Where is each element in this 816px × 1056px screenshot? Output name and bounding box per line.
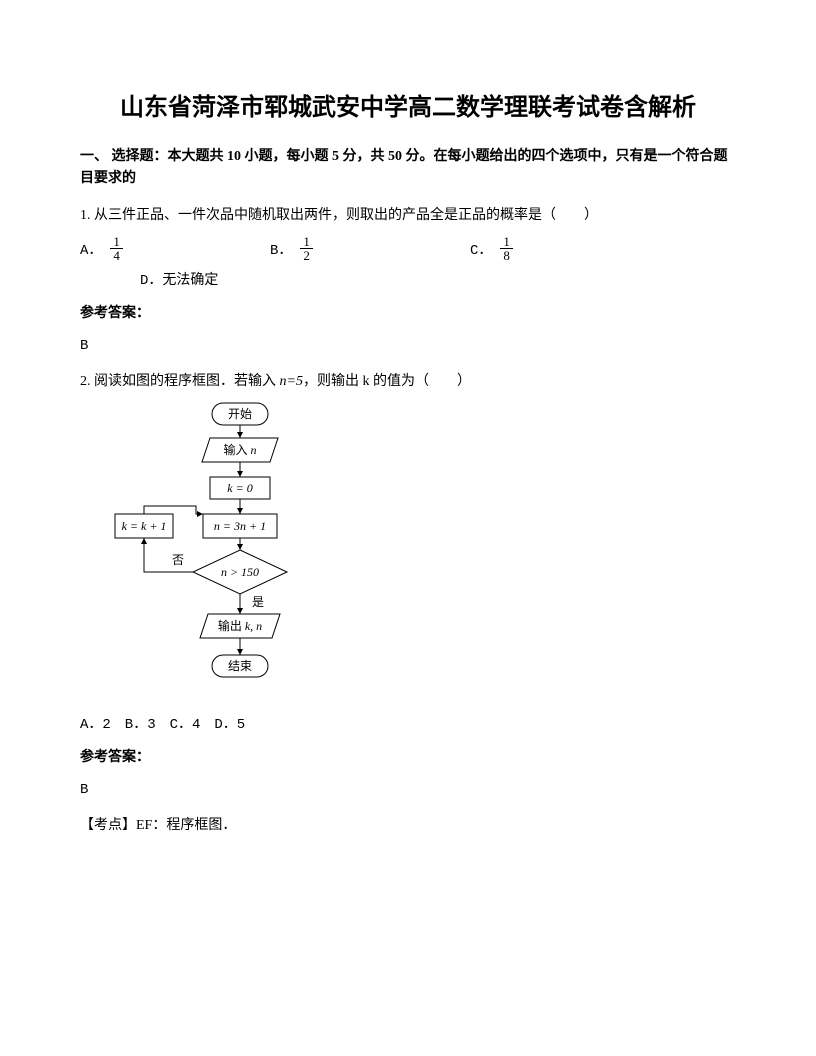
fraction-icon: 1 8 [500, 235, 513, 262]
q1-option-c: C． 1 8 [470, 235, 515, 262]
svg-text:k = k + 1: k = k + 1 [122, 518, 167, 532]
q1-c-label: C． [470, 240, 492, 262]
page-title: 山东省菏泽市郓城武安中学高二数学理联考试卷含解析 [80, 90, 736, 126]
svg-text:输入 n: 输入 n [223, 441, 256, 456]
svg-text:输出 k, n: 输出 k, n [218, 617, 262, 632]
q1-stem: 1. 从三件正品、一件次品中随机取出两件，则取出的产品全是正品的概率是（ ） [80, 205, 736, 227]
q1-a-label: A． [80, 240, 102, 262]
q2-stem: 2. 阅读如图的程序框图．若输入 n=5，则输出 k 的值为（ ） [80, 371, 736, 393]
flowchart-svg: 是 否 开始输入 n k = 0 n = 3n + 1 n > 150 输出 k, n 结束 k… [110, 400, 330, 700]
svg-text:n = 3n + 1: n = 3n + 1 [214, 518, 266, 532]
q1-option-a: A． 1 4 [80, 235, 270, 262]
q1-answer-label: 参考答案： [80, 303, 736, 325]
q1-options: A． 1 4 B． 1 2 C． 1 8 [80, 235, 736, 262]
fraction-icon: 1 4 [110, 235, 123, 262]
q1-b-label: B． [270, 240, 292, 262]
q2-keypoint: 【考点】EF：程序框图． [80, 815, 736, 837]
svg-text:开始: 开始 [228, 406, 252, 420]
q2-options: A．2 B．3 C．4 D．5 [80, 714, 736, 736]
q2-answer-label: 参考答案： [80, 747, 736, 769]
fraction-icon: 1 2 [300, 235, 313, 262]
q2-answer: B [80, 779, 736, 801]
q1-answer: B [80, 335, 736, 357]
q1-option-d: D．无法确定 [140, 270, 736, 292]
q1-option-b: B． 1 2 [270, 235, 470, 262]
svg-text:否: 否 [172, 553, 184, 567]
section-1-heading: 一、 选择题：本大题共 10 小题，每小题 5 分，共 50 分。在每小题给出的… [80, 146, 736, 191]
svg-text:是: 是 [252, 595, 264, 609]
svg-text:结束: 结束 [228, 658, 252, 672]
q2-flowchart: 是 否 开始输入 n k = 0 n = 3n + 1 n > 150 输出 k, n 结束 k… [110, 400, 736, 708]
svg-text:k = 0: k = 0 [227, 480, 252, 494]
svg-text:n > 150: n > 150 [221, 564, 259, 578]
